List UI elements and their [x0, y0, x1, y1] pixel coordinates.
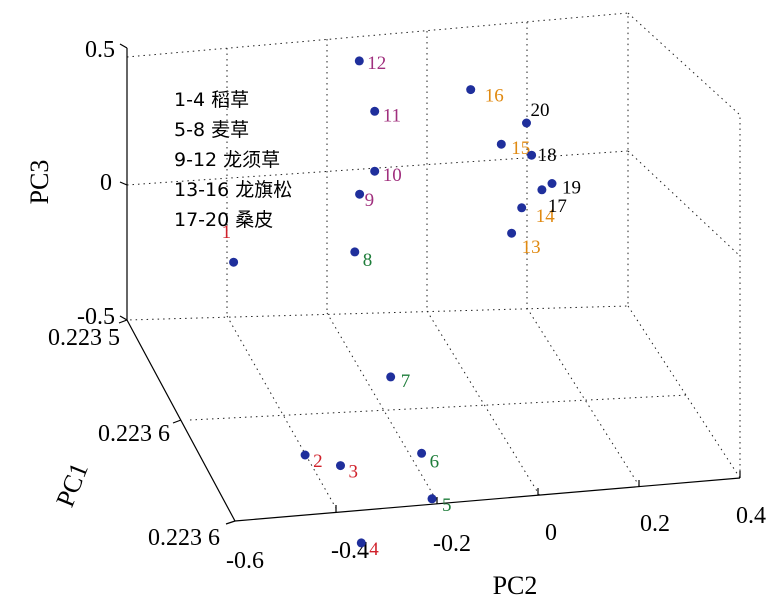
scatter-point — [466, 85, 476, 95]
x-tick-label: -0.2 — [433, 531, 471, 557]
scatter-point — [354, 56, 364, 66]
axes — [118, 43, 741, 525]
z-tick-label: 0.5 — [85, 37, 115, 63]
point-label: 10 — [383, 165, 402, 186]
y-tick-label: 0.223 5 — [48, 325, 120, 351]
point-label: 11 — [383, 105, 401, 126]
point-label: 1 — [222, 222, 232, 243]
point-label: 16 — [485, 86, 504, 107]
x-tick-label: 0.2 — [640, 511, 670, 537]
scatter-point — [356, 538, 366, 548]
y-tick-label: 0.223 6 — [98, 421, 170, 447]
scatter-point — [507, 228, 517, 238]
scatter-point — [229, 257, 239, 267]
x-axis-title: PC2 — [493, 571, 538, 600]
point-label: 14 — [536, 206, 556, 227]
scatter-point — [370, 166, 380, 176]
scatter-point — [350, 247, 360, 257]
point-label: 20 — [531, 100, 550, 121]
z-tick-label: -0.5 — [77, 304, 115, 330]
tick-labels: -0.6 -0.4 -0.2 0 0.2 0.40.50-0.50.223 50.223 … — [48, 37, 766, 574]
scatter-point — [417, 448, 427, 458]
point-label: 9 — [365, 190, 375, 211]
scatter-point — [547, 179, 557, 188]
z-tick-label: 0 — [100, 170, 112, 196]
floor-grid — [189, 305, 741, 511]
point-label: 5 — [442, 495, 452, 516]
x-axis-line — [234, 477, 741, 522]
legend-box: 1-4 稻草 5-8 麦草 9-12 龙须草 13-16 龙旗松 17-20 桑皮 — [174, 89, 292, 231]
scatter-point — [370, 106, 380, 116]
x-tick-label: 0 — [545, 520, 557, 546]
point-label: 12 — [367, 53, 386, 74]
scatter-point — [355, 189, 365, 199]
legend-entry: 5-8 麦草 — [174, 119, 249, 141]
scatter-point — [527, 150, 537, 160]
x-tick-label: 0.4 — [736, 503, 766, 529]
x-tick-label: -0.6 — [226, 548, 264, 574]
point-label: 6 — [430, 451, 440, 472]
y-tick-label: 0.223 6 — [148, 525, 220, 551]
scatter-point — [517, 203, 527, 213]
point-label: 4 — [369, 539, 379, 560]
point-label: 7 — [401, 371, 411, 392]
legend-entry: 1-4 稻草 — [174, 89, 249, 111]
z-axis-title: PC3 — [25, 160, 54, 205]
back-wall-grid — [126, 12, 741, 478]
point-label: 2 — [313, 451, 323, 472]
scatter-point — [336, 461, 345, 471]
point-label: 18 — [538, 145, 557, 166]
point-label: 19 — [562, 178, 581, 199]
legend-entry: 17-20 桑皮 — [174, 209, 273, 231]
point-label: 13 — [522, 237, 541, 258]
scatter-point — [300, 450, 310, 460]
point-label: 8 — [363, 250, 373, 271]
scatter-point — [522, 118, 531, 128]
legend-entry: 13-16 龙旗松 — [174, 179, 292, 201]
legend-entry: 9-12 龙须草 — [174, 149, 280, 171]
point-label: 17 — [548, 196, 567, 217]
point-label: 15 — [511, 138, 530, 159]
scatter-point — [537, 185, 547, 195]
scatter-point — [427, 494, 437, 504]
scatter-point — [496, 139, 506, 149]
scatter-point — [386, 372, 396, 382]
y-axis-title: PC1 — [50, 459, 94, 511]
point-label: 3 — [349, 462, 359, 483]
